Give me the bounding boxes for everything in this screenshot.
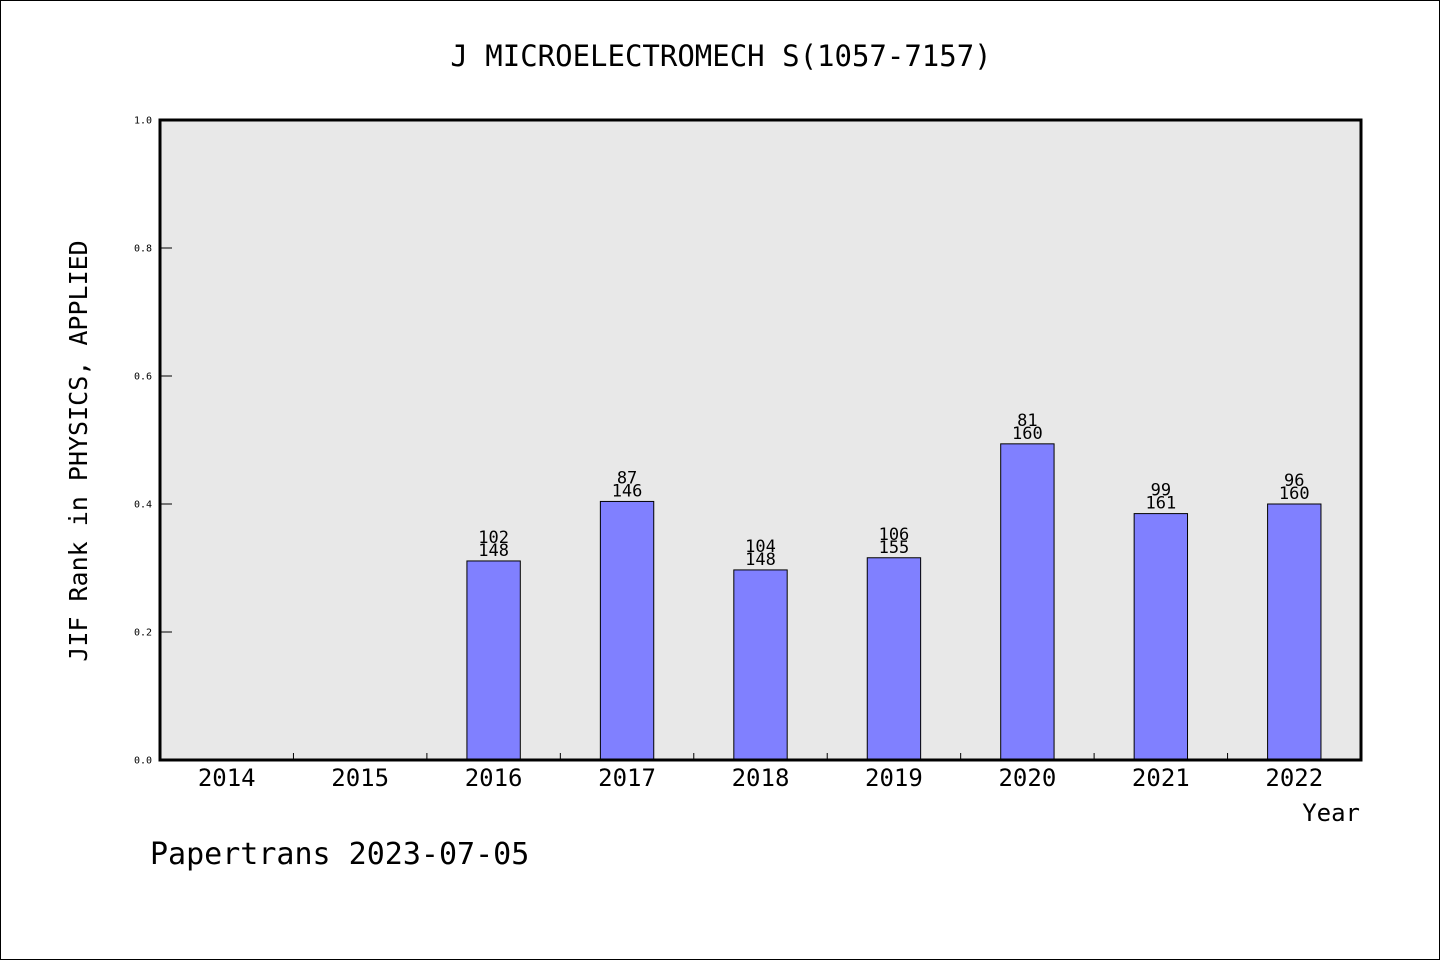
bar <box>867 558 920 760</box>
bar <box>1268 504 1321 760</box>
bar-total-label: 160 <box>1012 424 1043 444</box>
bar-total-label: 146 <box>612 481 643 501</box>
y-tick-label: 1.0 <box>134 116 152 127</box>
x-tick-label: 2021 <box>1132 764 1190 792</box>
bar-total-label: 148 <box>478 541 509 561</box>
x-tick-label: 2022 <box>1265 764 1323 792</box>
y-tick-label: 0.2 <box>134 628 152 639</box>
y-tick-label: 0.8 <box>134 244 152 255</box>
bar-total-label: 148 <box>745 550 776 570</box>
x-axis-label: Year <box>1302 799 1360 827</box>
bar <box>1001 444 1054 760</box>
x-tick-label: 2020 <box>998 764 1056 792</box>
bar <box>600 501 653 760</box>
x-tick-label: 2017 <box>598 764 656 792</box>
x-tick-label: 2019 <box>865 764 923 792</box>
bar <box>1134 514 1187 760</box>
bar-total-label: 155 <box>879 538 910 558</box>
y-tick-label: 0.0 <box>134 756 152 767</box>
bar <box>467 561 520 760</box>
y-axis-label: JIF Rank in PHYSICS, APPLIED <box>64 240 93 661</box>
footer-source-date: Papertrans 2023-07-05 <box>150 837 529 872</box>
x-tick-label: 2015 <box>331 764 389 792</box>
bar <box>734 570 787 760</box>
bar-total-label: 160 <box>1279 484 1310 504</box>
y-tick-label: 0.6 <box>134 372 152 383</box>
x-tick-label: 2016 <box>465 764 523 792</box>
chart-title: J MICROELECTROMECH S(1057-7157) <box>450 39 991 73</box>
y-tick-label: 0.4 <box>134 500 152 511</box>
x-tick-label: 2014 <box>198 764 256 792</box>
bar-total-label: 161 <box>1145 494 1176 514</box>
x-tick-label: 2018 <box>732 764 790 792</box>
